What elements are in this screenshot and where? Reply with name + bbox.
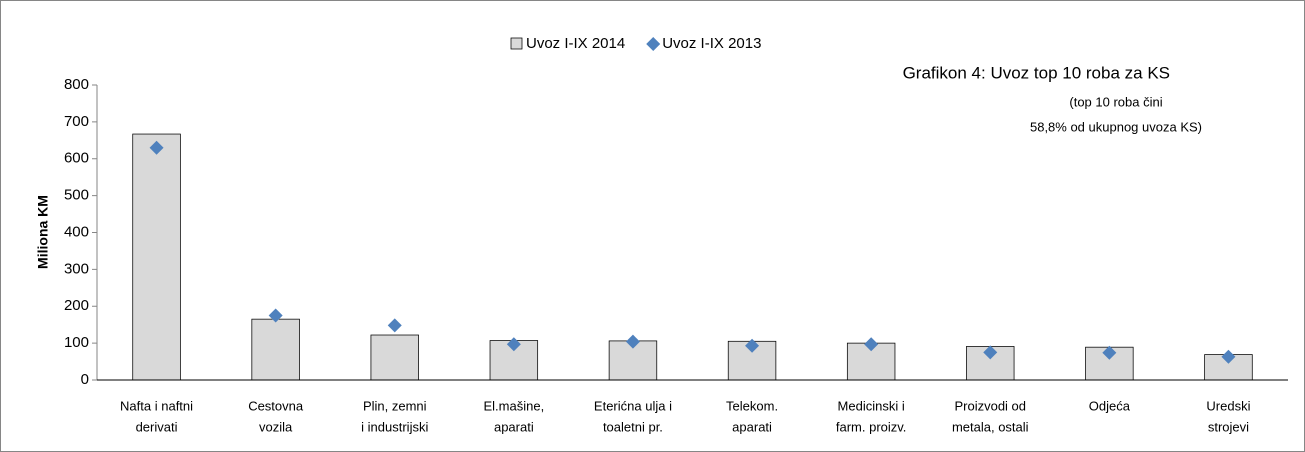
legend-label: Uvoz I-IX 2013 [662,35,761,52]
x-tick-label: derivati [136,419,178,434]
diamond-marker [983,345,998,360]
y-tick-label: 700 [64,113,89,130]
y-tick-label: 300 [64,260,89,277]
x-tick-label: vozila [259,419,293,434]
bar [251,318,300,381]
x-tick-label: Proizvodi od [954,398,1026,413]
x-tick-label: aparati [732,419,772,434]
x-tick-label: strojevi [1208,419,1249,434]
diamond-marker [268,308,283,323]
x-tick-label: farm. proizv. [836,419,907,434]
y-tick-label: 500 [64,187,89,204]
diamond-marker [149,140,164,155]
chart-subtitle: (top 10 roba čini [1069,94,1162,109]
y-tick-label: 200 [64,297,89,314]
y-tick-label: 600 [64,150,89,167]
y-axis-label: Miliona KM [35,195,51,269]
x-tick-label: aparati [494,419,534,434]
diamond-marker [745,338,760,353]
diamond-marker [864,337,879,352]
x-tick-label: toaletni pr. [603,419,663,434]
x-tick-label: Odjeća [1089,398,1131,413]
x-tick-label: Plin, zemni [363,398,427,413]
x-tick-label: Eterićna ulja i [594,398,672,413]
x-tick-label: Nafta i naftni [120,398,193,413]
x-tick-label: metala, ostali [952,419,1029,434]
diamond-marker [1221,349,1236,364]
y-tick-label: 800 [64,76,89,93]
y-tick-label: 100 [64,334,89,351]
x-tick-label: i industrijski [361,419,428,434]
y-tick-label: 400 [64,223,89,240]
bar [132,133,181,381]
legend-swatch [510,37,523,50]
x-tick-label: Uredski [1206,398,1250,413]
x-tick-label: El.mašine, [483,398,544,413]
diamond-marker [1102,345,1117,360]
diamond-marker [387,318,402,333]
x-tick-label: Cestovna [248,398,304,413]
diamond-marker [625,334,640,349]
chart-title: Grafikon 4: Uvoz top 10 roba za KS [903,63,1170,82]
diamond-marker [506,337,521,352]
x-tick-label: Medicinski i [838,398,905,413]
bar [370,334,419,381]
chart-subtitle: 58,8% od ukupnog uvoza KS) [1030,119,1202,134]
legend-swatch [646,37,661,51]
y-tick-label: 0 [81,371,89,388]
legend-label: Uvoz I-IX 2014 [526,35,625,52]
x-tick-label: Telekom. [726,398,778,413]
